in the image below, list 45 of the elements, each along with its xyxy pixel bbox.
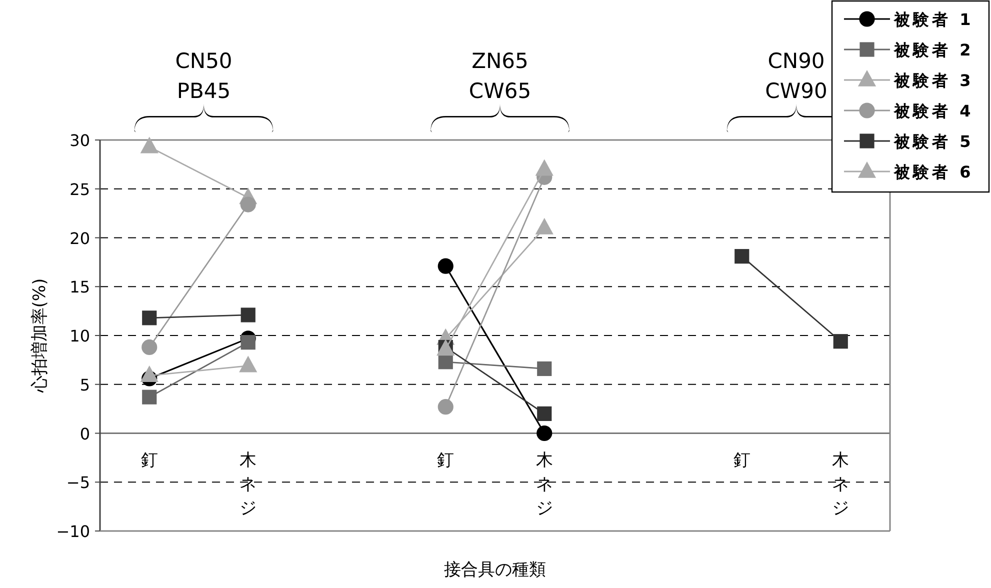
point [438,258,454,274]
x-tick-label: 釘 [733,450,750,470]
y-tick-label: 0 [80,424,90,444]
y-tick-label: 5 [80,375,90,394]
point [240,335,256,350]
text: CN90 CW90 [765,49,828,103]
y-tick-label: 10 [70,326,90,346]
legend-label: 被験者 3 [893,71,974,90]
text: ZN65 CW65 [468,49,532,103]
y-tick-label: 15 [70,278,90,297]
legend-label: 被験者 2 [893,40,974,60]
x-tick-label: 木ネジ [240,450,257,518]
point [140,138,158,154]
point [240,308,256,322]
y-axis-title: 心拍増加率(%) [30,278,50,394]
point [142,339,158,356]
point [142,310,157,326]
y-tick-label: 25 [70,180,90,199]
point [833,334,848,349]
y-tick-label: −5 [66,473,90,492]
legend-label: 被験者 1 [893,10,974,29]
point [140,366,158,382]
legend-label: 被験者 4 [893,102,974,120]
point [240,356,257,372]
point [536,218,553,234]
point [537,406,552,421]
point [537,361,552,376]
x-tick-label: 釘 [437,450,454,470]
legend-label: 被験者 5 [893,132,974,151]
text: CN50 PB45 [175,49,232,103]
legend-label: 被験者 6 [893,162,974,182]
x-axis-title: 接合具の種類 [444,560,546,580]
y-tick-label: 30 [70,131,90,150]
y-tick-label: 20 [70,228,90,248]
point [438,399,454,415]
point [142,390,157,404]
point [240,196,256,212]
x-tick-label: 木ネジ [832,450,850,518]
y-tick-label: −10 [56,522,90,541]
point [536,425,552,442]
point [536,160,553,176]
point [734,249,750,264]
point [438,354,453,370]
x-tick-label: 木ネジ [536,450,553,518]
x-tick-label: 釘 [140,450,158,470]
